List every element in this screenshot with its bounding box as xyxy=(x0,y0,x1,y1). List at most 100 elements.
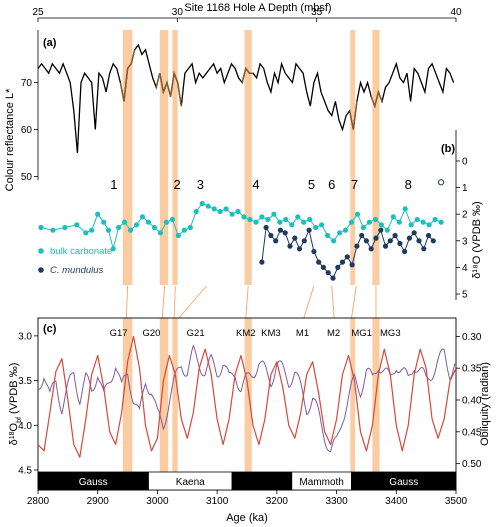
band-connectors xyxy=(125,285,377,319)
bulk-carbonate-point-55 xyxy=(378,222,384,228)
connector-line-3 xyxy=(173,285,176,319)
bulk-carbonate-point-62 xyxy=(420,219,426,225)
legend-marker-bulk xyxy=(38,248,44,254)
bulk-carbonate-point-58 xyxy=(396,219,402,225)
stage-label-km3: KM3 xyxy=(261,328,281,339)
connector-line-2 xyxy=(161,285,166,319)
c-mundulus-point-1 xyxy=(259,259,265,265)
x-tick-label-5: 3200 xyxy=(266,496,289,507)
c-mundulus-point-36 xyxy=(425,232,432,239)
legend-c-mundulus: C. mundulus xyxy=(50,265,104,276)
c-mundulus-point-24 xyxy=(368,246,374,252)
bulk-carbonate-point-49 xyxy=(342,227,349,233)
y2-tick-label-c-1: 0.30 xyxy=(462,332,482,343)
y-tick-label-c-2: 3.5 xyxy=(18,376,32,387)
bulk-carbonate-point-48 xyxy=(337,230,343,236)
bulk-carbonate-point-38 xyxy=(277,219,283,225)
event-label-5: 5 xyxy=(308,177,315,192)
bulk-carbonate-point-7 xyxy=(95,211,101,217)
bulk-carbonate-point-44 xyxy=(313,224,319,231)
top-tick-label-3: 35 xyxy=(311,7,323,18)
c-mundulus-point-3 xyxy=(268,232,274,239)
y-tick-label-a-1: 50 xyxy=(21,172,33,183)
chron-label-1: Gauss xyxy=(79,477,108,488)
x-tick-label-2: 2900 xyxy=(87,496,110,507)
bulk-carbonate-point-21 xyxy=(175,232,181,239)
c-mundulus-point-9 xyxy=(296,246,303,252)
highlight-band-upper-4 xyxy=(244,30,252,285)
bulk-carbonate-point-54 xyxy=(372,216,378,223)
reflectance-highlight-3 xyxy=(169,70,182,107)
c-mundulus-point-15 xyxy=(325,270,331,276)
x-tick-label-8: 3500 xyxy=(445,496,468,507)
c-mundulus-point-22 xyxy=(359,232,365,239)
y-tick-label-b-3: 2 xyxy=(462,210,468,221)
x-tick-label-7: 3400 xyxy=(385,496,408,507)
stage-label-km2: KM2 xyxy=(236,328,256,339)
highlight-band-upper-2 xyxy=(159,30,169,285)
connector-line-7 xyxy=(331,285,335,319)
isotope-points xyxy=(38,179,445,281)
highlight-band-upper-1 xyxy=(122,30,133,285)
highlight-band-lower-1 xyxy=(122,318,133,472)
bulk-carbonate-point-34 xyxy=(253,219,259,225)
bulk-carbonate-point-25 xyxy=(199,200,205,207)
bulk-carbonate-point-60 xyxy=(408,222,414,228)
bulk-carbonate-point-39 xyxy=(283,216,289,223)
bulk-carbonate-point-51 xyxy=(354,211,361,217)
top-axis-ticks: 25 30 35 40 xyxy=(32,7,462,22)
y-tick-label-c-1: 3.0 xyxy=(18,331,32,342)
panel-label-b: (b) xyxy=(441,143,455,155)
bulk-carbonate-point-2 xyxy=(50,227,56,233)
bulk-carbonate-point-19 xyxy=(163,219,169,225)
bulk-carbonate-point-27 xyxy=(211,206,217,212)
c-mundulus-point-10 xyxy=(301,238,307,244)
reflectance-line xyxy=(37,43,455,154)
top-tick-label-1: 25 xyxy=(32,7,44,18)
stage-label-g17: G17 xyxy=(110,328,128,339)
bulk-carbonate-point-53 xyxy=(366,219,372,225)
bulk-carbonate-point-33 xyxy=(247,216,253,223)
bulk-carbonate-point-12 xyxy=(122,219,128,225)
bulk-carbonate-point-50 xyxy=(348,219,355,225)
reflectance-highlight-5 xyxy=(349,101,358,130)
c-mundulus-point-25 xyxy=(373,235,379,241)
bulk-carbonate-point-63 xyxy=(426,222,432,228)
c-mundulus-point-35 xyxy=(421,246,427,252)
c-mundulus-point-16 xyxy=(330,275,336,281)
c-mundulus-point-30 xyxy=(397,240,403,247)
y-axis-label-c: δ18Obf (VPDB ‰) xyxy=(8,363,23,446)
magnetochron-bar: Gauss Kaena Mammoth Gauss xyxy=(37,471,457,491)
legend: bulk carbonate C. mundulus xyxy=(38,246,112,276)
c-mundulus-point-32 xyxy=(406,235,412,241)
c-mundulus-point-31 xyxy=(402,248,408,255)
stage-label-mg1: MG1 xyxy=(351,328,372,339)
c-mundulus-point-5 xyxy=(277,227,283,233)
bulk-carbonate-point-46 xyxy=(325,232,331,239)
panel-c: (c) G17 G20 G21 KM2 KM3 M1 M2 MG1 MG3 3.0 3.5 4.0 4… xyxy=(8,317,491,524)
y2-tick-label-c-5: 0.50 xyxy=(462,459,482,470)
x-axis-label: Age (ka) xyxy=(226,512,268,524)
bulk-carbonate-point-9 xyxy=(105,227,112,233)
top-tick-label-4: 40 xyxy=(450,7,462,18)
c-mundulus-point-13 xyxy=(316,259,322,265)
reflectance-highlight-1 xyxy=(119,49,136,102)
reflectance-highlight-2 xyxy=(155,73,172,97)
bulk-carbonate-point-10 xyxy=(110,246,116,252)
bulk-carbonate-point-16 xyxy=(145,219,152,225)
bulk-carbonate-point-30 xyxy=(229,211,235,217)
highlight-bands-upper xyxy=(122,30,380,285)
c-mundulus-point-18 xyxy=(339,259,346,265)
bulk-carbonate-point-52 xyxy=(360,224,366,231)
chron-label-5: Gauss xyxy=(389,477,418,488)
bulk-carbonate-point-15 xyxy=(139,214,146,220)
y-tick-label-b-6: 5 xyxy=(462,290,468,301)
reflectance-highlight-4 xyxy=(241,66,253,83)
y-tick-label-b-5: 4 xyxy=(462,263,468,274)
c-mundulus-point-6 xyxy=(282,230,288,236)
y-tick-label-c-3: 4.0 xyxy=(18,421,32,432)
c-mundulus-point-8 xyxy=(292,235,298,241)
panel-label-a: (a) xyxy=(43,37,57,49)
